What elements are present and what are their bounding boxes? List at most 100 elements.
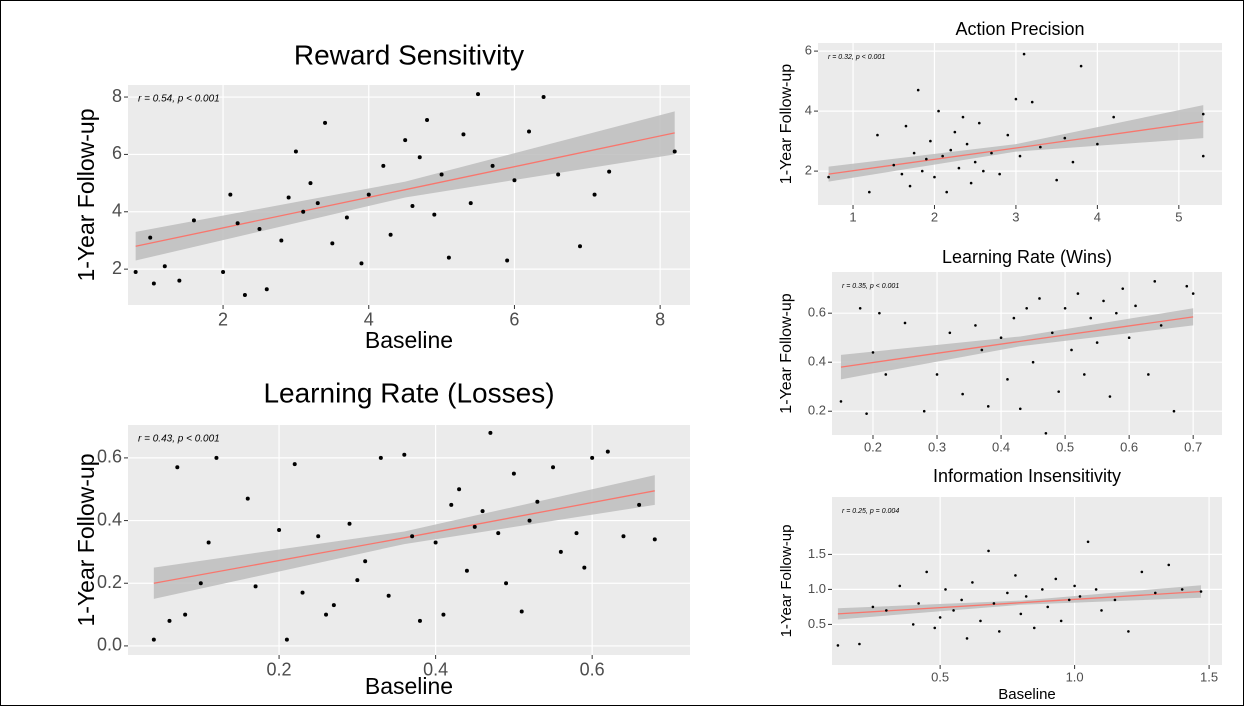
annotation: r = 0.25, p = 0.004 — [842, 508, 899, 515]
data-point — [868, 190, 871, 194]
data-point — [945, 190, 948, 194]
annotation: r = 0.54, p < 0.001 — [138, 94, 220, 105]
data-point — [1076, 292, 1080, 295]
data-point — [468, 201, 473, 206]
data-point — [527, 129, 532, 134]
data-point — [980, 348, 984, 352]
data-point — [558, 549, 563, 554]
data-point — [652, 537, 657, 542]
data-point — [277, 527, 282, 532]
annotation: r = 0.43, p < 0.001 — [138, 434, 220, 445]
data-point — [175, 465, 180, 470]
data-point — [592, 192, 597, 197]
x-axis-label: Baseline — [365, 673, 453, 699]
data-point — [1112, 115, 1115, 119]
data-point — [162, 264, 167, 269]
y-tick-label: 0.0 — [97, 635, 122, 655]
data-point — [347, 521, 352, 526]
data-point — [457, 487, 462, 492]
data-point — [410, 534, 415, 539]
data-point — [1054, 577, 1058, 581]
y-axis-label: 1-Year Follow-up — [778, 525, 795, 638]
data-point — [1086, 540, 1090, 544]
data-point — [935, 373, 939, 376]
data-point — [439, 172, 444, 177]
data-point — [1039, 145, 1042, 149]
x-tick-label: 0.3 — [928, 440, 946, 455]
data-point — [315, 201, 320, 206]
data-point — [1127, 630, 1130, 633]
data-point — [969, 181, 973, 185]
chart-title: Action Precision — [955, 19, 1084, 39]
data-point — [1172, 409, 1176, 413]
data-point — [949, 148, 953, 152]
data-point — [876, 133, 879, 137]
chart-title: Learning Rate (Wins) — [942, 247, 1112, 267]
confidence-band — [828, 105, 1204, 182]
data-point — [977, 121, 981, 125]
data-point — [1159, 324, 1163, 327]
data-point — [904, 124, 908, 128]
data-point — [1038, 297, 1041, 300]
data-point — [1201, 154, 1205, 158]
x-tick-label: 0.6 — [580, 660, 605, 680]
chart-title: Learning Rate (Losses) — [263, 377, 554, 408]
data-point — [1024, 595, 1028, 598]
data-point — [979, 619, 982, 623]
data-point — [228, 192, 233, 197]
y-axis-label: 1-Year Follow-up — [73, 108, 99, 281]
data-point — [987, 549, 990, 553]
y-tick-label: 0.2 — [808, 403, 826, 418]
data-point — [1180, 588, 1184, 591]
data-point — [1115, 311, 1118, 315]
data-point — [1070, 348, 1073, 352]
plot-panel — [832, 497, 1222, 665]
data-point — [446, 255, 451, 260]
data-point — [417, 155, 422, 160]
data-point — [151, 637, 156, 642]
data-point — [1108, 395, 1112, 398]
data-point — [1059, 619, 1063, 623]
data-point — [242, 292, 247, 297]
fit-line — [837, 590, 1202, 615]
data-point — [871, 351, 875, 354]
x-tick-label: 0.7 — [1184, 440, 1202, 455]
data-point — [308, 181, 313, 186]
data-point — [965, 637, 969, 640]
data-point — [885, 609, 888, 612]
x-tick-label: 3 — [1012, 210, 1019, 225]
x-tick-label: 4 — [364, 310, 374, 330]
y-tick-label: 6 — [112, 143, 122, 163]
data-point — [858, 306, 862, 310]
data-point — [898, 584, 902, 588]
data-point — [402, 452, 407, 457]
data-point — [177, 278, 182, 283]
y-tick-label: 1.0 — [808, 581, 826, 596]
data-point — [1067, 598, 1071, 602]
data-point — [1006, 378, 1009, 381]
y-tick-label: 0.5 — [808, 616, 826, 631]
data-point — [378, 455, 383, 460]
y-tick-label: 0.6 — [97, 447, 122, 467]
data-point — [359, 261, 364, 266]
data-point — [1199, 590, 1203, 593]
data-point — [279, 238, 284, 243]
data-point — [496, 531, 501, 536]
y-tick-label: 4 — [112, 201, 122, 221]
data-point — [535, 499, 540, 504]
data-point — [933, 626, 937, 630]
x-tick-label: 2 — [931, 210, 938, 225]
data-point — [990, 151, 993, 155]
data-point — [363, 559, 368, 564]
x-axis-label: Baseline — [365, 327, 453, 353]
data-point — [582, 565, 587, 570]
data-point — [953, 130, 957, 134]
data-point — [551, 465, 556, 470]
x-tick-label: 0.4 — [992, 440, 1010, 455]
x-tick-label: 0.5 — [1056, 440, 1074, 455]
data-point — [621, 534, 626, 539]
data-point — [504, 581, 509, 586]
x-tick-label: 0.6 — [1120, 440, 1138, 455]
data-point — [952, 609, 955, 612]
y-tick-label: 1.5 — [808, 546, 826, 561]
